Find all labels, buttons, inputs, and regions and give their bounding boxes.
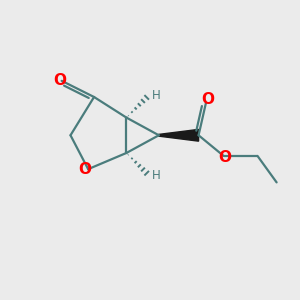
Text: O: O	[219, 150, 232, 165]
Text: O: O	[201, 92, 214, 107]
Text: H: H	[152, 169, 160, 182]
Text: H: H	[152, 89, 160, 102]
Text: O: O	[54, 73, 67, 88]
Polygon shape	[159, 129, 199, 141]
Text: O: O	[79, 162, 92, 177]
